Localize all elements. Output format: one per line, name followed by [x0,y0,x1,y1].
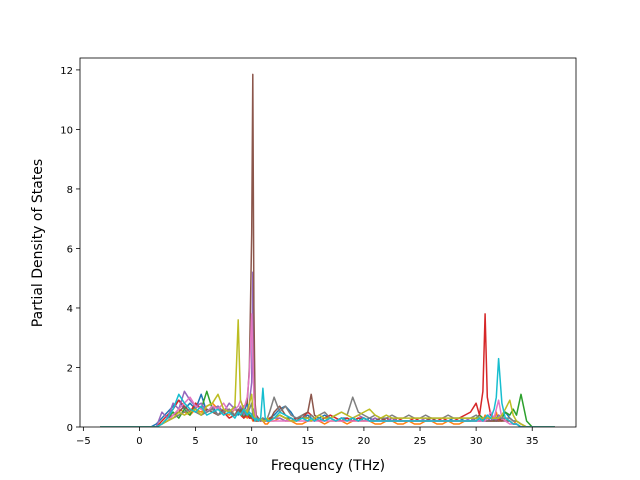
y-tick-label: 8 [67,185,73,196]
x-tick-label: 0 [136,436,142,447]
x-tick-label: 20 [358,436,371,447]
series-layer [100,73,555,427]
series-line-10 [100,357,555,427]
x-tick-label: −5 [76,436,91,447]
plot-frame [79,57,577,428]
x-tick-label: 35 [526,436,539,447]
x-axis: −5 0 5 10 15 20 25 30 35 [76,427,539,447]
x-tick-label: 10 [245,436,258,447]
y-tick-label: 0 [67,423,73,434]
x-tick-label: 30 [470,436,483,447]
x-axis-title: Frequency (THz) [271,458,385,474]
x-tick-label: 5 [192,436,198,447]
y-tick-label: 6 [67,244,73,255]
y-tick-label: 12 [60,66,73,77]
y-axis: 0 2 4 6 8 10 12 [60,66,80,434]
series-line-2 [100,402,555,427]
x-tick-label: 15 [301,436,314,447]
y-tick-label: 4 [67,304,73,315]
series-line-7 [100,313,555,427]
y-tick-label: 10 [60,125,73,136]
x-tick-label: 25 [414,436,427,447]
y-tick-label: 2 [67,363,73,374]
y-axis-title: Partial Density of States [30,159,46,327]
